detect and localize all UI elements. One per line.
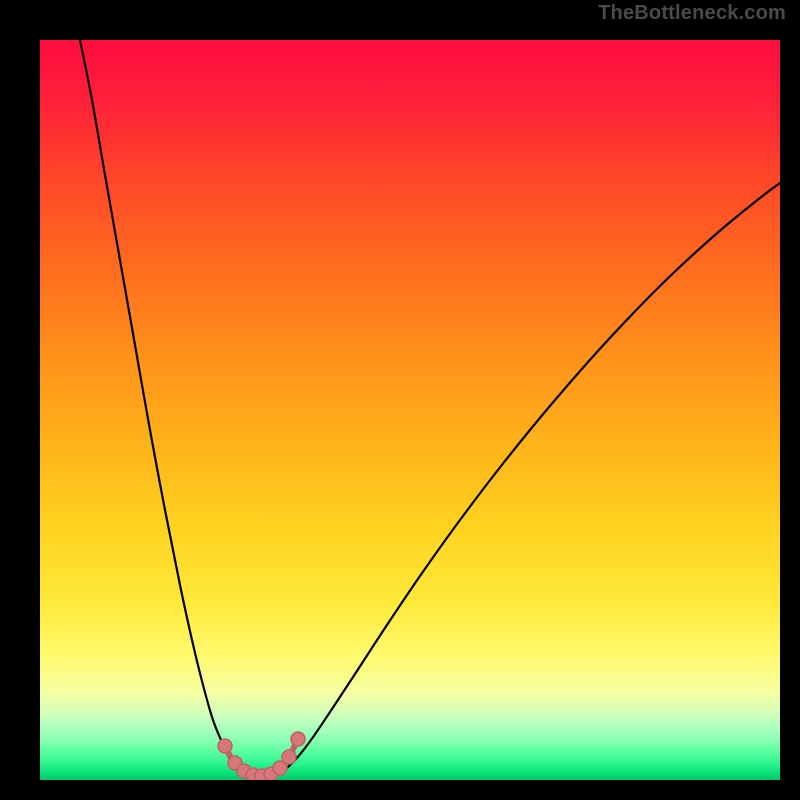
cluster-dot bbox=[291, 732, 305, 746]
chart-frame: TheBottleneck.com bbox=[0, 0, 800, 800]
chart-svg bbox=[0, 0, 800, 800]
cluster-dot bbox=[218, 739, 232, 753]
plot-background bbox=[40, 40, 780, 780]
cluster-dot bbox=[282, 750, 296, 764]
